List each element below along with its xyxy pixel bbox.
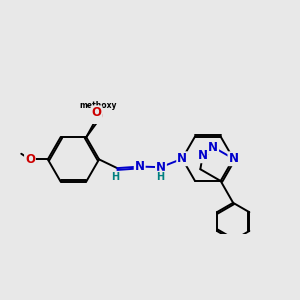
Text: N: N xyxy=(135,160,145,173)
Text: N: N xyxy=(228,152,239,165)
Text: O: O xyxy=(92,110,102,123)
Text: methoxy: methoxy xyxy=(80,101,117,110)
Text: N: N xyxy=(156,161,166,174)
Text: H: H xyxy=(156,172,164,182)
Text: N: N xyxy=(198,149,208,162)
Text: N: N xyxy=(208,140,218,154)
Text: H: H xyxy=(112,172,120,182)
Text: N: N xyxy=(177,152,187,165)
Text: O: O xyxy=(92,106,102,119)
Text: O: O xyxy=(25,153,35,166)
